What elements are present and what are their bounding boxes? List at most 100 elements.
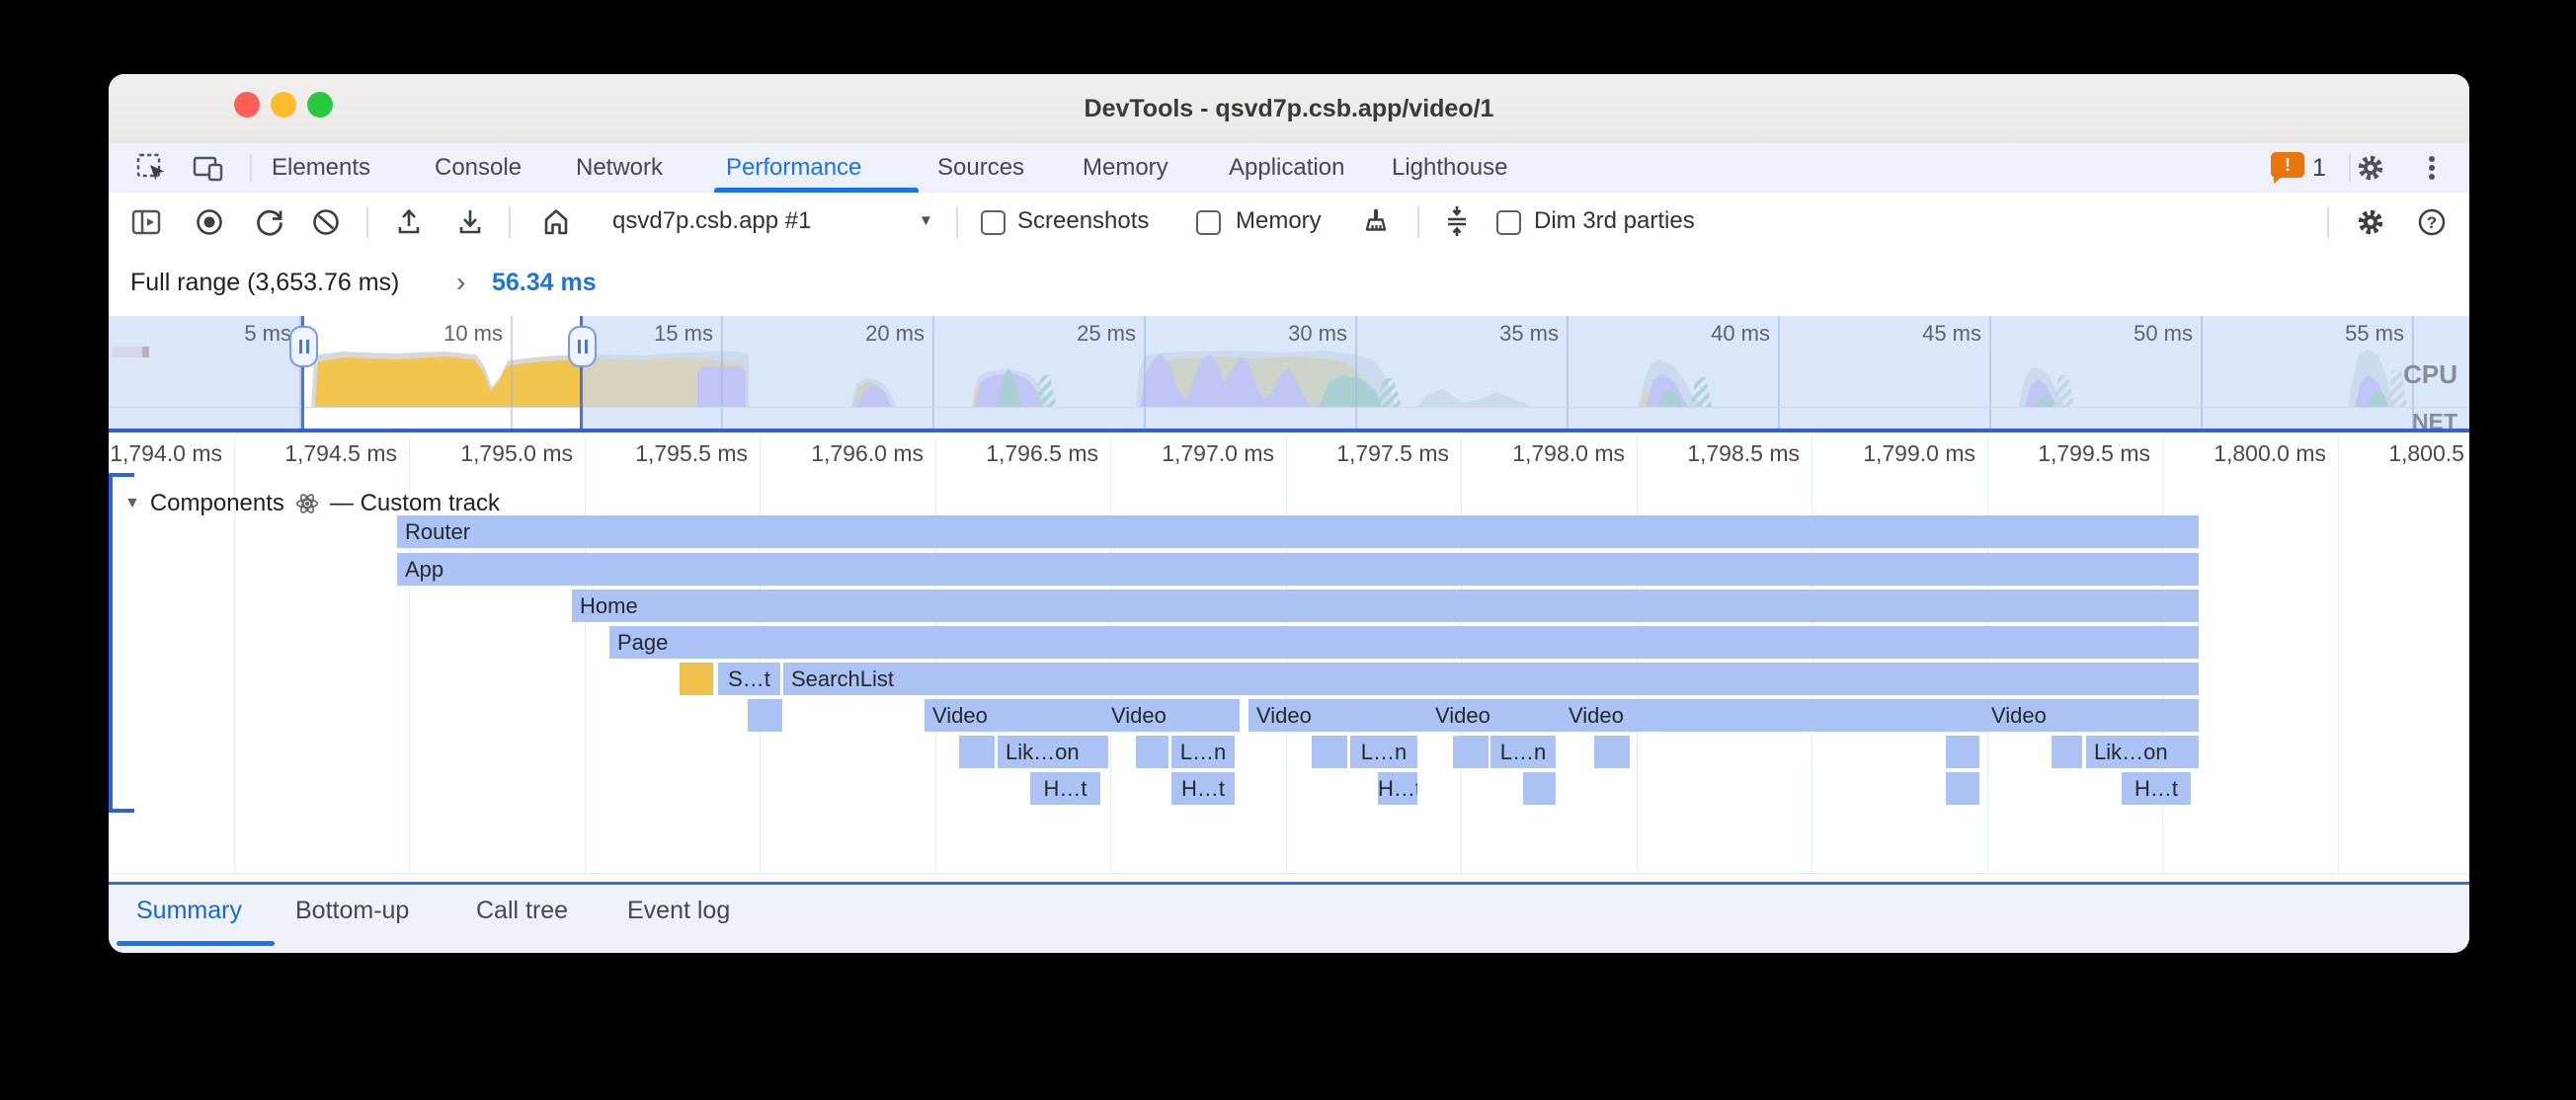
flame-bar-video[interactable]: Video [1103,699,1240,732]
flame-bar-router[interactable]: Router [397,515,2199,548]
tab-elements[interactable]: Elements [272,154,371,181]
tab-memory[interactable]: Memory [1083,154,1168,181]
flame-bar[interactable] [1453,736,1489,768]
flame-bar-likon[interactable]: Lik…on [998,736,1108,768]
clear-icon[interactable] [310,206,342,238]
detail-gridline [409,436,410,873]
cpu-track-label: CPU [2403,359,2457,389]
flame-bar-ht[interactable]: H…t [1378,772,1417,805]
flame-bar-ht[interactable]: H…t [1030,772,1100,805]
target-selector[interactable]: qsvd7p.csb.app #1 [612,207,812,234]
close-window-button[interactable] [234,92,260,118]
flame-bar-app[interactable]: App [397,553,2199,586]
memory-checkbox[interactable] [1196,210,1221,235]
flame-bar[interactable] [680,663,713,695]
timeline-overview[interactable]: 5 ms 10 ms 15 ms 20 ms 25 ms 30 ms 35 ms 40 ms 4… [109,316,2469,434]
settings-gear-icon[interactable] [2355,152,2386,184]
flame-bar-video[interactable]: Video [925,699,1108,732]
breadcrumb-full-range[interactable]: Full range (3,653.76 ms) [130,269,400,296]
tab-console[interactable]: Console [435,154,523,181]
flame-bar[interactable] [1136,736,1168,768]
flame-bar-searchlist[interactable]: SearchList [783,663,2199,695]
selection-left-line [301,316,304,432]
flame-bar[interactable] [2052,736,2082,768]
flame-bar[interactable] [1946,772,1979,805]
overview-tick-label: 20 ms [865,321,925,346]
tab-performance[interactable]: Performance [726,154,862,181]
flame-bar-video[interactable]: Video [1983,699,2199,732]
screenshots-checkbox[interactable] [981,210,1006,235]
overview-tick-label: 10 ms [443,321,503,346]
panel-settings-gear-icon[interactable] [2355,206,2386,238]
bottom-tab-event-log[interactable]: Event log [627,897,731,924]
zoom-window-button[interactable] [307,92,333,118]
tab-application[interactable]: Application [1229,154,1345,181]
active-bottom-tab-underline [117,941,275,946]
tab-sources[interactable]: Sources [937,154,1025,181]
flame-bar-ht[interactable]: H…t [2122,772,2191,805]
toggle-sidebar-icon[interactable] [130,206,162,238]
flame-bar-st[interactable]: S…t [718,663,780,695]
kebab-menu-icon[interactable] [2416,152,2448,184]
dim-3rd-parties-checkbox[interactable] [1496,210,1521,235]
issues-badge[interactable]: ! [2271,152,2304,184]
overview-gridline [1778,316,1780,430]
reload-record-icon[interactable] [254,206,285,238]
detail-gridline [2338,436,2339,873]
detail-tick-label: 1,796.5 ms [986,440,1098,466]
flame-bar-video[interactable]: Video [1248,699,1430,732]
divider [2327,206,2329,238]
window-title: DevTools - qsvd7p.csb.app/video/1 [1084,95,1494,122]
flame-bar[interactable] [1946,736,1979,768]
overview-gridline [1355,316,1357,430]
overview-gridline [1567,316,1569,430]
overview-gridline [299,316,301,430]
download-profile-icon[interactable] [454,206,486,238]
track-focus-indicator [109,473,113,813]
flame-bar-video[interactable]: Video [1427,699,1564,732]
track-header[interactable]: ▼ Components — Custom track [124,489,500,518]
garbage-collect-broom-icon[interactable] [1359,206,1391,238]
flame-bar-ln[interactable]: L…n [1490,736,1556,768]
selection-left-handle[interactable] [289,326,318,367]
devtools-tab-bar: Elements Console Network Performance Sources… [109,143,2469,194]
detail-tick-label: 1,798.5 ms [1687,440,1800,466]
detail-gridline [234,436,235,873]
chevron-down-icon[interactable]: ▼ [919,212,933,229]
flame-bar-home[interactable]: Home [572,589,2199,622]
bottom-tab-summary[interactable]: Summary [136,897,242,924]
tab-network[interactable]: Network [576,154,664,181]
collapse-tracks-icon[interactable] [1441,204,1473,238]
overview-tick-label: 25 ms [1077,321,1136,346]
flame-bar[interactable] [959,736,995,768]
bottom-tab-bottom-up[interactable]: Bottom-up [295,897,410,924]
inspect-element-icon[interactable] [135,152,167,184]
flame-bar-video[interactable]: Video [1561,699,1988,732]
home-icon[interactable] [540,206,572,238]
range-breadcrumbs: Full range (3,653.76 ms) › 56.34 ms [109,252,2469,316]
flame-bar[interactable] [1594,736,1630,768]
flame-bar-ht[interactable]: H…t [1171,772,1235,805]
overview-tick-label: 55 ms [2345,321,2404,346]
detail-tick-label: 1,794.0 ms [110,440,222,466]
upload-profile-icon[interactable] [393,206,425,238]
flame-bar-page[interactable]: Page [609,626,2199,659]
help-icon[interactable]: ? [2416,206,2448,238]
flame-bar-likon[interactable]: Lik…on [2086,736,2199,768]
flame-bar[interactable] [748,699,782,732]
expand-triangle-icon[interactable]: ▼ [124,495,140,511]
device-toolbar-icon[interactable] [193,152,224,184]
tab-lighthouse[interactable]: Lighthouse [1392,154,1508,181]
flame-bar[interactable] [1312,736,1347,768]
minimize-window-button[interactable] [271,92,296,118]
record-icon[interactable] [194,206,225,238]
breadcrumb-selection[interactable]: 56.34 ms [492,269,597,296]
selection-right-handle[interactable] [568,326,597,367]
flame-bar-ln[interactable]: L…n [1350,736,1417,768]
bottom-tab-call-tree[interactable]: Call tree [476,897,569,924]
overview-gridline [2412,316,2414,430]
flame-bar-ln[interactable]: L…n [1171,736,1235,768]
divider [1417,206,1419,238]
overview-dim-right [581,316,2469,430]
flame-bar[interactable] [1523,772,1556,805]
